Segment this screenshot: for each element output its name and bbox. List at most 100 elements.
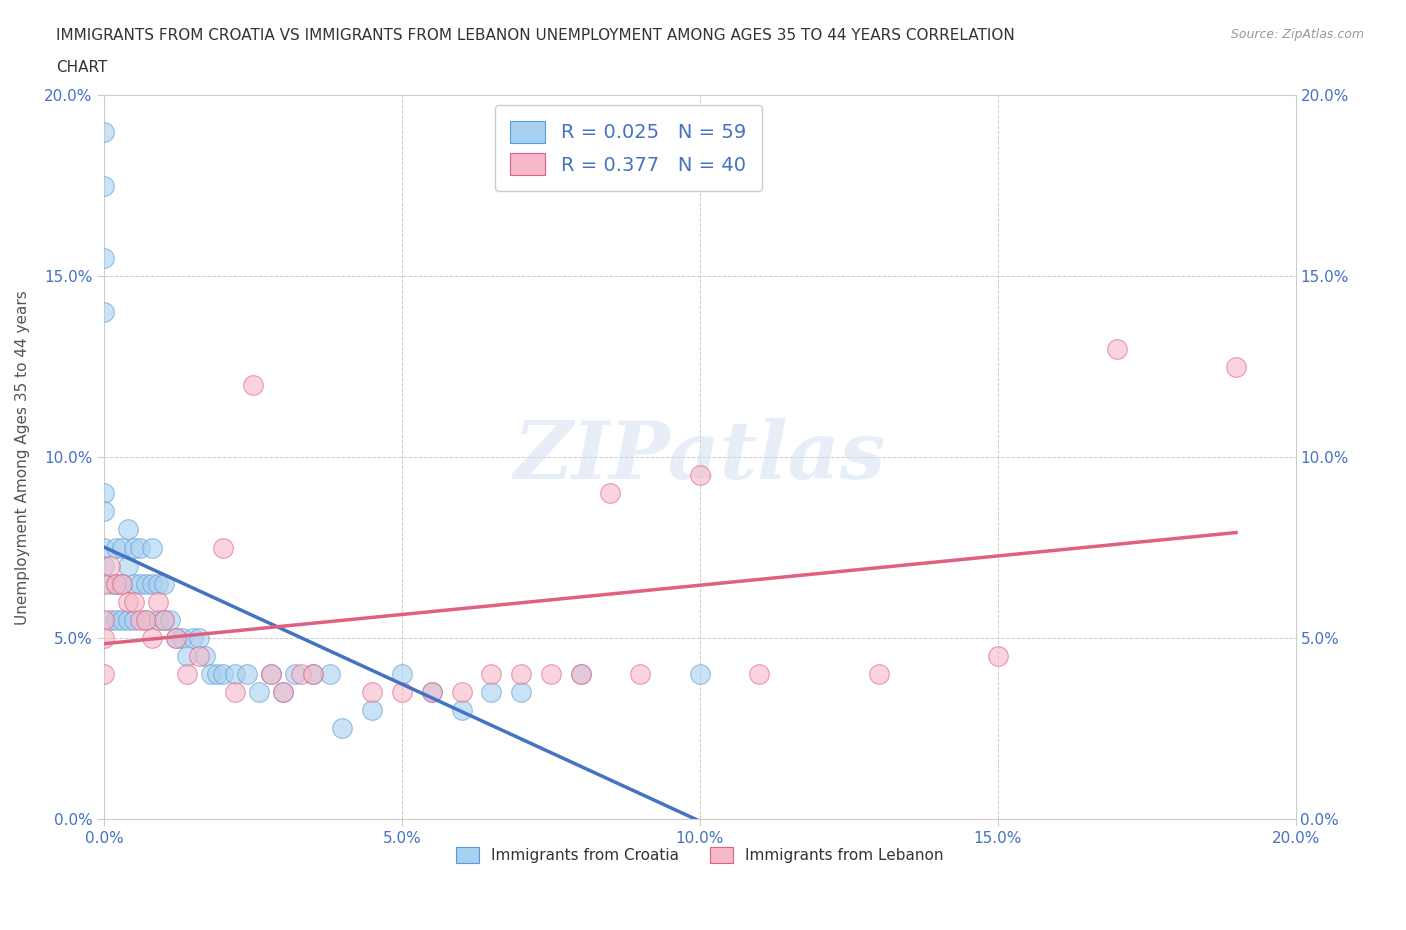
- Point: [361, 684, 384, 699]
- Point: [361, 703, 384, 718]
- Point: [165, 631, 187, 645]
- Point: [540, 667, 562, 682]
- Point: [146, 613, 169, 628]
- Point: [93, 577, 115, 591]
- Point: [170, 631, 193, 645]
- Point: [212, 667, 235, 682]
- Point: [146, 594, 169, 609]
- Point: [510, 667, 533, 682]
- Point: [689, 468, 711, 483]
- Point: [117, 522, 139, 537]
- Point: [319, 667, 342, 682]
- Text: ZIPatlas: ZIPatlas: [513, 418, 886, 496]
- Point: [104, 540, 127, 555]
- Point: [104, 577, 127, 591]
- Point: [111, 540, 134, 555]
- Point: [271, 684, 294, 699]
- Point: [93, 179, 115, 193]
- Point: [93, 631, 115, 645]
- Point: [391, 667, 413, 682]
- Point: [128, 540, 150, 555]
- Point: [93, 251, 115, 266]
- Point: [117, 613, 139, 628]
- Point: [128, 577, 150, 591]
- Point: [122, 594, 145, 609]
- Point: [152, 613, 174, 628]
- Point: [141, 540, 163, 555]
- Point: [479, 667, 502, 682]
- Point: [748, 667, 770, 682]
- Point: [104, 613, 127, 628]
- Point: [301, 667, 323, 682]
- Point: [93, 667, 115, 682]
- Point: [93, 485, 115, 500]
- Point: [271, 684, 294, 699]
- Point: [159, 613, 181, 628]
- Point: [98, 613, 121, 628]
- Point: [301, 667, 323, 682]
- Point: [104, 577, 127, 591]
- Point: [247, 684, 270, 699]
- Point: [98, 577, 121, 591]
- Point: [290, 667, 312, 682]
- Point: [207, 667, 229, 682]
- Point: [128, 613, 150, 628]
- Point: [176, 667, 198, 682]
- Point: [93, 305, 115, 320]
- Point: [420, 684, 443, 699]
- Point: [111, 613, 134, 628]
- Point: [141, 577, 163, 591]
- Point: [391, 684, 413, 699]
- Point: [135, 613, 157, 628]
- Point: [510, 684, 533, 699]
- Point: [93, 504, 115, 519]
- Point: [188, 631, 211, 645]
- Point: [236, 667, 259, 682]
- Point: [152, 577, 174, 591]
- Point: [1105, 341, 1128, 356]
- Point: [111, 577, 134, 591]
- Point: [135, 613, 157, 628]
- Point: [146, 577, 169, 591]
- Text: CHART: CHART: [56, 60, 108, 75]
- Point: [479, 684, 502, 699]
- Point: [135, 577, 157, 591]
- Text: Source: ZipAtlas.com: Source: ZipAtlas.com: [1230, 28, 1364, 41]
- Point: [122, 613, 145, 628]
- Point: [450, 684, 472, 699]
- Point: [111, 577, 134, 591]
- Point: [93, 124, 115, 139]
- Point: [868, 667, 890, 682]
- Point: [260, 667, 283, 682]
- Point: [117, 594, 139, 609]
- Point: [152, 613, 174, 628]
- Point: [122, 540, 145, 555]
- Text: IMMIGRANTS FROM CROATIA VS IMMIGRANTS FROM LEBANON UNEMPLOYMENT AMONG AGES 35 TO: IMMIGRANTS FROM CROATIA VS IMMIGRANTS FR…: [56, 28, 1015, 43]
- Point: [224, 684, 246, 699]
- Point: [332, 721, 354, 736]
- Point: [183, 631, 205, 645]
- Point: [122, 577, 145, 591]
- Point: [165, 631, 187, 645]
- Point: [569, 667, 592, 682]
- Point: [450, 703, 472, 718]
- Point: [117, 558, 139, 573]
- Point: [242, 378, 264, 392]
- Legend: Immigrants from Croatia, Immigrants from Lebanon: Immigrants from Croatia, Immigrants from…: [450, 841, 949, 870]
- Point: [284, 667, 307, 682]
- Point: [141, 631, 163, 645]
- Point: [93, 558, 115, 573]
- Point: [176, 648, 198, 663]
- Point: [93, 540, 115, 555]
- Point: [194, 648, 217, 663]
- Point: [1225, 359, 1247, 374]
- Point: [599, 485, 621, 500]
- Point: [987, 648, 1010, 663]
- Point: [628, 667, 651, 682]
- Y-axis label: Unemployment Among Ages 35 to 44 years: Unemployment Among Ages 35 to 44 years: [15, 290, 30, 625]
- Point: [689, 667, 711, 682]
- Point: [188, 648, 211, 663]
- Point: [212, 540, 235, 555]
- Point: [420, 684, 443, 699]
- Point: [93, 613, 115, 628]
